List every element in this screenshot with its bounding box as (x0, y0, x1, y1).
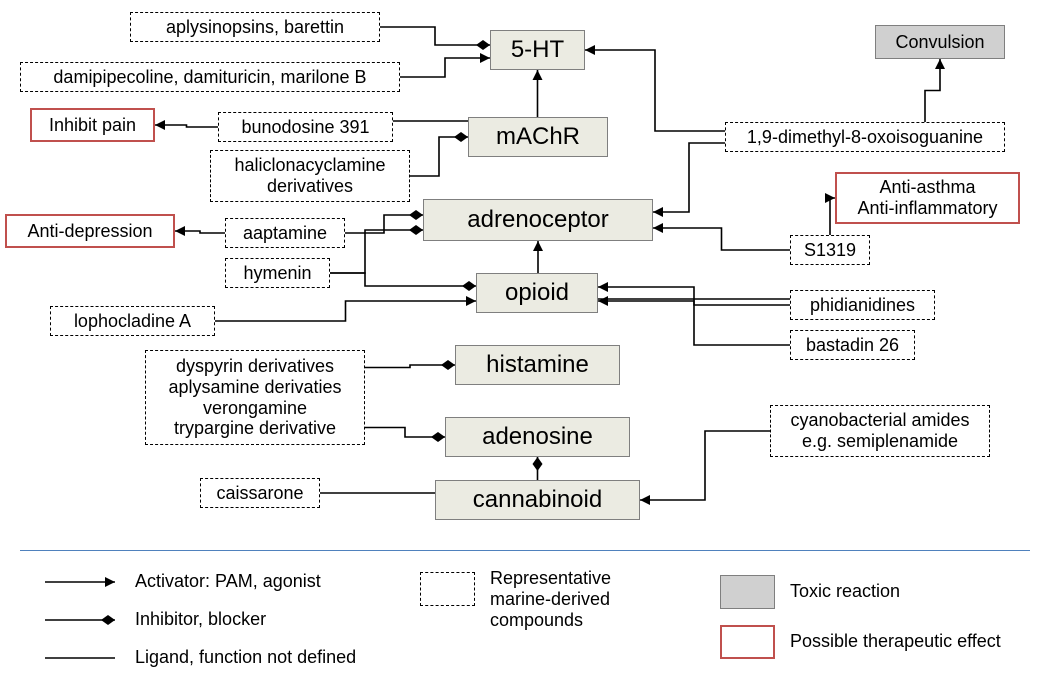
edge (393, 70, 538, 121)
edge (215, 301, 476, 321)
diagram-canvas: 5-HT mAChR adrenoceptor opioid histamine aden… (0, 0, 1050, 698)
edge (345, 215, 423, 233)
edge (155, 125, 218, 127)
compound-node: aplysinopsins, barettin (130, 12, 380, 42)
compound-node: 1,9-dimethyl-8-oxoisoguanine (725, 122, 1005, 152)
edge (653, 228, 790, 250)
compound-node: bunodosine 391 (218, 112, 393, 142)
legend-swatch (720, 625, 775, 659)
edge (598, 301, 790, 345)
edge (410, 137, 468, 176)
therapeutic-node: Anti-asthma Anti-inflammatory (835, 172, 1020, 224)
compound-node: phidianidines (790, 290, 935, 320)
receptor-node: opioid (476, 273, 598, 313)
edge (330, 273, 476, 286)
compound-node: caissarone (200, 478, 320, 508)
legend-label: Possible therapeutic effect (790, 631, 1001, 652)
legend-swatch (420, 572, 475, 606)
edge (598, 287, 790, 305)
edge (380, 27, 490, 45)
therapeutic-node: Anti-depression (5, 214, 175, 248)
receptor-node: adrenoceptor (423, 199, 653, 241)
compound-node: aaptamine (225, 218, 345, 248)
edge (640, 431, 770, 500)
compound-node: bastadin 26 (790, 330, 915, 360)
toxic-node: Convulsion (875, 25, 1005, 59)
legend-label: Inhibitor, blocker (135, 609, 266, 630)
therapeutic-node: Inhibit pain (30, 108, 155, 142)
edge (175, 231, 225, 233)
compound-node: haliclonacyclamine derivatives (210, 150, 410, 202)
edge (925, 59, 940, 122)
edge (400, 58, 490, 77)
receptor-node: cannabinoid (435, 480, 640, 520)
compound-node: damipipecoline, damituricin, marilone B (20, 62, 400, 92)
legend-divider (20, 550, 1030, 551)
compound-node: lophocladine A (50, 306, 215, 336)
compound-node: cyanobacterial amides e.g. semiplenamide (770, 405, 990, 457)
edge (365, 365, 455, 368)
legend-label: Activator: PAM, agonist (135, 571, 321, 592)
receptor-node: mAChR (468, 117, 608, 157)
receptor-node: histamine (455, 345, 620, 385)
compound-node: S1319 (790, 235, 870, 265)
legend-label: Toxic reaction (790, 581, 900, 602)
compound-node: dyspyrin derivatives aplysamine derivati… (145, 350, 365, 445)
legend-swatch (720, 575, 775, 609)
edge (653, 143, 725, 212)
edge (365, 428, 445, 438)
legend-label: Ligand, function not defined (135, 647, 356, 668)
legend-label: Representative marine-derived compounds (490, 568, 611, 631)
receptor-node: adenosine (445, 417, 630, 457)
receptor-node: 5-HT (490, 30, 585, 70)
compound-node: hymenin (225, 258, 330, 288)
